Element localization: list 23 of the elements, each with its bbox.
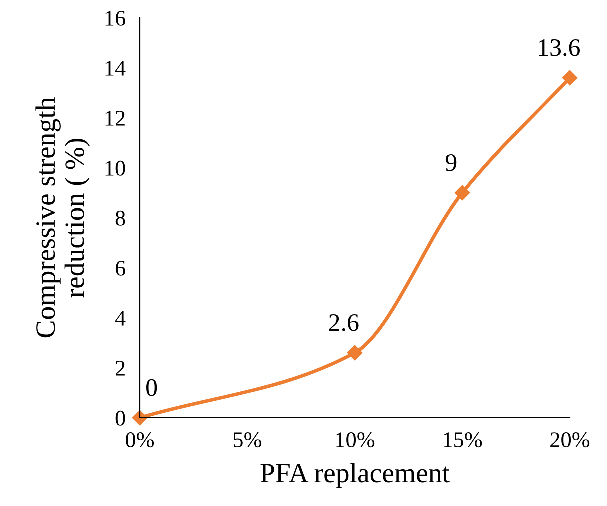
data-label: 9 bbox=[446, 154, 457, 172]
point bbox=[347, 345, 363, 361]
y-tick-label: 2 bbox=[116, 360, 125, 376]
x-tick-label: 15% bbox=[444, 432, 482, 448]
y-tick-label: 12 bbox=[106, 110, 125, 126]
y-tick-label: 10 bbox=[106, 160, 126, 176]
y-tick-label: 16 bbox=[106, 10, 126, 26]
x-tick-label: 20% bbox=[550, 432, 590, 448]
y-axis-title: Compressive strength reduction ( %) bbox=[36, 98, 90, 338]
y-tick-label: 6 bbox=[116, 260, 126, 276]
data-label: 2.6 bbox=[329, 314, 359, 332]
x-tick-label: 5% bbox=[234, 432, 262, 448]
x-axis-title: PFA replacement bbox=[260, 463, 450, 488]
point bbox=[562, 70, 578, 86]
x-tick-label: 0% bbox=[126, 432, 154, 448]
y-tick-label: 4 bbox=[115, 311, 126, 326]
data-label: 0 bbox=[146, 379, 158, 396]
y-tick-label: 0 bbox=[116, 410, 126, 426]
x-tick-label: 10% bbox=[336, 432, 375, 448]
data-label: 13.6 bbox=[539, 39, 580, 56]
point bbox=[454, 185, 470, 201]
y-tick-label: 14 bbox=[106, 61, 126, 76]
y-tick-label: 8 bbox=[116, 210, 126, 226]
